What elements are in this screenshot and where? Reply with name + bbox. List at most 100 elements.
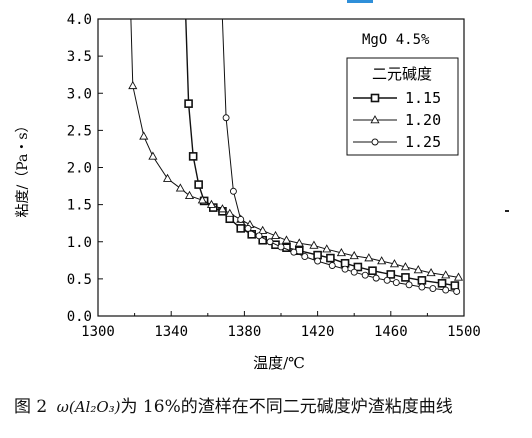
data-point-1.20 <box>413 265 423 274</box>
data-point-1.25 <box>392 279 400 287</box>
figure-caption: 图 2 ω(Al₂O₃)为 16%的渣样在不同二元碱度炉渣粘度曲线 <box>14 392 453 417</box>
y-tick-label: 1.0 <box>67 235 92 251</box>
data-point-1.25 <box>237 216 245 223</box>
stray-mark <box>505 210 509 212</box>
caption-formula: ω(Al₂O₃) <box>56 398 121 416</box>
data-point-1.25 <box>255 232 263 240</box>
data-point-1.25 <box>405 281 413 289</box>
x-tick-label: 1300 <box>81 324 115 340</box>
data-point-1.25 <box>453 288 461 295</box>
legend-label-1.20: 1.20 <box>405 111 441 129</box>
axis-ticks: 0.0 0.5 1.0 1.5 2.0 2.5 3.0 3.5 4.0 1300 1340 1380 1… <box>67 12 481 340</box>
data-point-1.25 <box>361 271 369 279</box>
legend-label-1.25: 1.25 <box>405 133 441 151</box>
data-point-1.25 <box>290 248 298 256</box>
data-point-1.20 <box>349 250 359 260</box>
legend-marker-1.20 <box>370 115 380 124</box>
data-point-1.25 <box>314 257 322 265</box>
top-accent-bar <box>347 0 373 3</box>
data-point-1.15 <box>194 180 203 189</box>
data-point-1.20 <box>281 235 292 244</box>
mgo-annotation: MgO 4.5% <box>362 32 430 48</box>
data-point-1.15 <box>313 250 322 260</box>
y-tick-label: 4.0 <box>67 12 92 28</box>
data-point-1.15 <box>386 270 396 279</box>
data-point-1.25 <box>418 283 426 291</box>
data-point-1.20 <box>364 253 374 262</box>
data-point-1.15 <box>236 224 246 233</box>
data-point-1.15 <box>340 258 350 268</box>
legend-entries: 1.15 1.20 1.25 <box>353 89 441 151</box>
data-point-1.20 <box>400 262 411 271</box>
x-tick-label: 1500 <box>447 324 481 340</box>
data-point-1.15 <box>353 262 363 272</box>
data-point-1.15 <box>417 276 427 285</box>
data-point-1.20 <box>377 256 387 265</box>
data-point-1.20 <box>441 270 451 279</box>
data-point-1.15 <box>437 279 447 288</box>
data-point-1.15 <box>450 281 460 290</box>
data-point-1.15 <box>188 152 198 161</box>
data-point-1.20 <box>309 240 319 249</box>
data-point-1.20 <box>148 151 158 160</box>
data-point-1.20 <box>294 238 304 247</box>
data-point-1.20 <box>128 80 138 90</box>
legend-marker-1.15 <box>370 93 380 103</box>
y-tick-label: 3.0 <box>67 86 92 102</box>
x-tick-label: 1340 <box>154 324 188 340</box>
legend-box <box>346 57 459 156</box>
data-point-1.20 <box>139 131 149 140</box>
data-point-1.25 <box>266 238 274 246</box>
data-point-1.20 <box>270 230 281 240</box>
data-point-1.15 <box>368 266 377 276</box>
x-tick-label: 1380 <box>228 324 262 340</box>
data-point-1.15 <box>401 273 410 282</box>
series-group <box>128 19 464 295</box>
data-point-1.25 <box>442 286 450 294</box>
y-axis-label: 粘度/（Pa・s） <box>15 118 31 217</box>
data-point-1.25 <box>383 276 391 284</box>
data-point-1.20 <box>426 268 436 277</box>
x-tick-label: 1460 <box>374 324 408 340</box>
data-point-1.20 <box>175 183 185 192</box>
data-point-1.25 <box>222 114 230 122</box>
data-point-1.25 <box>277 243 285 251</box>
data-point-1.25 <box>341 265 349 273</box>
data-point-1.15 <box>326 253 335 263</box>
data-point-1.20 <box>322 244 332 253</box>
y-tick-label: 2.0 <box>67 161 92 177</box>
data-point-1.25 <box>350 268 358 276</box>
data-point-1.25 <box>301 253 309 261</box>
y-tick-label: 1.5 <box>67 198 92 214</box>
data-point-1.15 <box>247 230 257 239</box>
legend-label-1.15: 1.15 <box>405 89 441 107</box>
data-point-1.25 <box>372 274 380 282</box>
data-point-1.20 <box>217 204 228 213</box>
y-tick-label: 2.5 <box>67 123 92 139</box>
caption-suffix: 的渣样在不同二元碱度炉渣粘度曲线 <box>180 397 453 417</box>
data-point-1.20 <box>206 199 217 208</box>
data-point-1.20 <box>258 225 268 234</box>
data-point-1.20 <box>162 173 173 182</box>
y-tick-label: 0.0 <box>67 309 92 325</box>
caption-middle: 为 16% <box>120 397 181 417</box>
data-point-1.20 <box>336 247 346 257</box>
legend-marker-1.25 <box>371 138 379 146</box>
data-point-1.20 <box>225 208 235 217</box>
data-point-1.25 <box>328 262 336 269</box>
legend-title: 二元碱度 <box>372 65 432 83</box>
data-point-1.25 <box>429 285 437 292</box>
data-point-1.20 <box>453 272 464 281</box>
data-point-1.20 <box>184 190 195 199</box>
x-axis-label: 温度/℃ <box>253 354 305 372</box>
caption-prefix: 图 2 <box>14 397 48 417</box>
data-point-1.25 <box>244 224 252 232</box>
x-tick-label: 1420 <box>301 324 335 340</box>
data-point-1.20 <box>389 259 400 268</box>
data-point-1.25 <box>229 187 237 195</box>
viscosity-chart: 0.0 0.5 1.0 1.5 2.0 2.5 3.0 3.5 4.0 1300 1340 1380 1… <box>15 12 481 372</box>
data-point-1.20 <box>197 195 207 204</box>
y-tick-label: 0.5 <box>67 272 92 288</box>
data-point-1.15 <box>184 99 193 108</box>
y-tick-label: 3.5 <box>67 49 92 65</box>
